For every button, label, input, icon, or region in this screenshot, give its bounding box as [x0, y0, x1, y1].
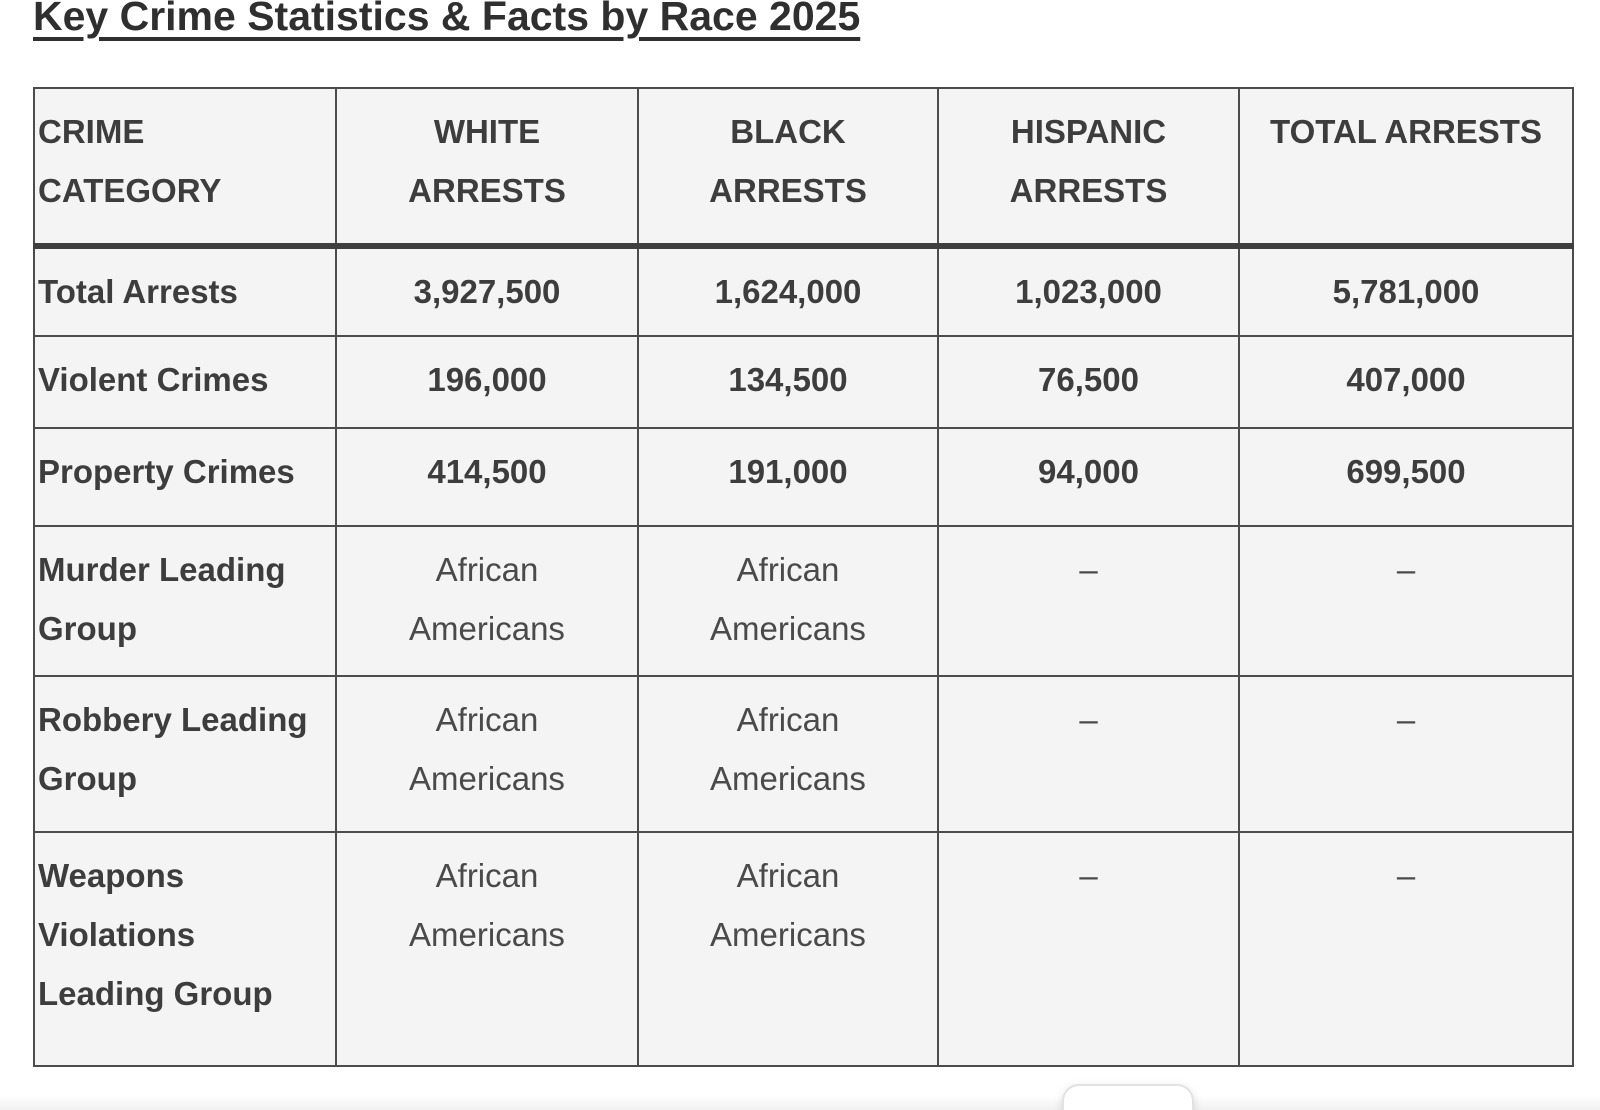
table-cell: 3,927,500 [335, 245, 639, 338]
table-row-murder-leading-group: Murder Leading Group African Americans A… [33, 525, 1574, 678]
table-cell: 1,624,000 [637, 245, 939, 338]
table-cell: – [1238, 525, 1574, 678]
table-cell: 414,500 [335, 427, 639, 528]
table-cell: African Americans [637, 831, 939, 1068]
table-cell: 699,500 [1238, 427, 1574, 528]
table-cell: African Americans [335, 675, 639, 834]
table-row-robbery-leading-group: Robbery Leading Group African Americans … [33, 675, 1574, 834]
table-cell: 407,000 [1238, 335, 1574, 430]
table-cell: 5,781,000 [1238, 245, 1574, 338]
scroll-to-top-button[interactable] [1062, 1084, 1194, 1110]
table-row-weapons-violations-leading-group: Weapons Violations Leading Group African… [33, 831, 1574, 1068]
row-header-cell: Total Arrests [33, 245, 337, 338]
column-header-hispanic-arrests: HISPANIC ARRESTS [937, 87, 1240, 250]
row-header-cell: Robbery Leading Group [33, 675, 337, 834]
table-row-total-arrests: Total Arrests 3,927,500 1,624,000 1,023,… [33, 245, 1574, 338]
table-cell: 191,000 [637, 427, 939, 528]
table-cell: 94,000 [937, 427, 1240, 528]
table-row-property-crimes: Property Crimes 414,500 191,000 94,000 6… [33, 427, 1574, 528]
column-header-crime-category: CRIME CATEGORY [33, 87, 337, 250]
table-cell: 76,500 [937, 335, 1240, 430]
table-cell: – [937, 675, 1240, 834]
bottom-bar [0, 1096, 1600, 1110]
crime-statistics-table: CRIME CATEGORY WHITE ARRESTS BLACK ARRES… [33, 87, 1574, 1068]
column-header-total-arrests: TOTAL ARRESTS [1238, 87, 1574, 250]
table-cell: African Americans [637, 675, 939, 834]
table-cell: African Americans [637, 525, 939, 678]
row-header-cell: Violent Crimes [33, 335, 337, 430]
table-cell: – [937, 831, 1240, 1068]
table-row-violent-crimes: Violent Crimes 196,000 134,500 76,500 40… [33, 335, 1574, 430]
table-cell: African Americans [335, 831, 639, 1068]
row-header-cell: Murder Leading Group [33, 525, 337, 678]
table-cell: – [1238, 675, 1574, 834]
table-cell: 134,500 [637, 335, 939, 430]
page-title: Key Crime Statistics & Facts by Race 202… [33, 0, 861, 39]
table-cell: 1,023,000 [937, 245, 1240, 338]
table-cell: 196,000 [335, 335, 639, 430]
column-header-black-arrests: BLACK ARRESTS [637, 87, 939, 250]
header-row: CRIME CATEGORY WHITE ARRESTS BLACK ARRES… [33, 87, 1574, 250]
column-header-white-arrests: WHITE ARRESTS [335, 87, 639, 250]
table-cell: – [1238, 831, 1574, 1068]
row-header-cell: Weapons Violations Leading Group [33, 831, 337, 1068]
table-cell: – [937, 525, 1240, 678]
table-cell: African Americans [335, 525, 639, 678]
row-header-cell: Property Crimes [33, 427, 337, 528]
